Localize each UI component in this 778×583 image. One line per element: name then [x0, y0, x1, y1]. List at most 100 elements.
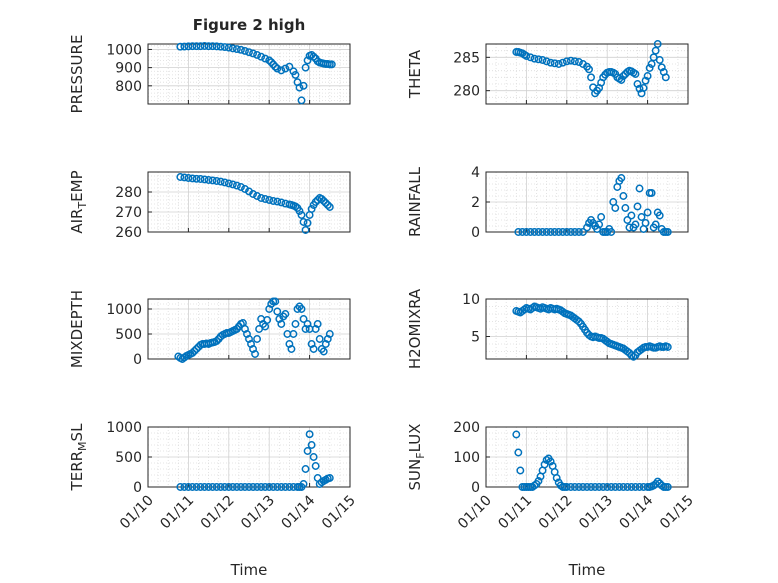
data-point [593, 225, 602, 233]
axes-frame [147, 43, 351, 105]
data-point [267, 58, 276, 67]
data-point [299, 218, 308, 226]
data-point [538, 56, 547, 64]
data-point [574, 317, 583, 326]
data-point [200, 42, 209, 50]
data-point [241, 46, 249, 55]
data-point [200, 483, 209, 491]
y-tick-label: 4 [471, 165, 480, 181]
data-point [526, 53, 535, 62]
x-tick-label: 01/10 [117, 493, 157, 533]
data-point [579, 228, 587, 236]
data-point [295, 207, 304, 215]
data-point [180, 173, 189, 182]
data-point [291, 320, 300, 328]
x-tick-label: 01/15 [657, 493, 697, 533]
data-point [542, 57, 551, 66]
data-point [196, 42, 205, 51]
data-point [273, 483, 282, 491]
data-point [603, 483, 612, 491]
data-point [297, 305, 306, 313]
data-point [534, 55, 543, 64]
y-axis-label: H2OMIXRA [406, 288, 424, 369]
data-point [621, 204, 630, 212]
data-series [176, 430, 334, 491]
data-series [514, 174, 672, 236]
data-point [299, 480, 308, 488]
subplot-rainfall: 0 2 4 RAINFALL [406, 165, 689, 241]
data-point [303, 56, 312, 65]
data-point [566, 483, 575, 491]
data-point [319, 347, 328, 356]
data-point [271, 297, 280, 306]
data-point [570, 483, 579, 491]
data-point [273, 307, 282, 316]
data-point [265, 56, 274, 65]
data-series [512, 430, 672, 491]
data-point [313, 320, 322, 328]
data-point [647, 60, 656, 68]
data-point [617, 76, 626, 84]
data-point [232, 45, 241, 54]
axes-frame [147, 171, 351, 233]
data-point [645, 64, 654, 72]
data-point [574, 483, 583, 491]
data-point [587, 73, 595, 82]
y-tick-label: 280 [115, 185, 142, 201]
data-point [236, 45, 245, 54]
y-tick-label: 500 [115, 450, 142, 466]
x-tick-label: 01/11 [157, 493, 197, 533]
data-series [512, 40, 670, 98]
x-tick-label: 01/12 [198, 493, 238, 533]
data-point [253, 192, 262, 200]
data-point [291, 202, 300, 211]
data-point [236, 483, 245, 491]
data-point [514, 228, 523, 236]
data-point [619, 72, 628, 80]
data-point [562, 228, 571, 236]
y-axis-label: RAINFALL [406, 166, 424, 237]
x-tick-label: 01/10 [455, 493, 495, 533]
data-point [546, 58, 555, 67]
y-axis-label: THETA [406, 49, 424, 99]
data-point [325, 330, 334, 338]
data-point [585, 65, 593, 74]
data-point [180, 483, 189, 491]
y-axis-label: AIRTEMP [68, 170, 89, 233]
data-point [301, 465, 310, 473]
data-point [619, 192, 628, 200]
y-axis-label: SUNFLUX [406, 424, 427, 491]
data-point [639, 84, 648, 92]
y-tick-label: 1000 [106, 420, 142, 436]
data-point [180, 42, 189, 51]
data-point [583, 483, 591, 491]
data-point [236, 183, 245, 191]
data-point [196, 175, 205, 183]
data-point [611, 204, 620, 212]
data-point [257, 52, 266, 61]
data-point [550, 59, 559, 68]
data-point [627, 211, 636, 220]
data-series [176, 42, 336, 105]
subplot-sun-flux: 0 100 200 01/10 01/11 01/12 01/13 01/14 01/15 Tim… [406, 420, 697, 579]
data-point [281, 483, 290, 491]
data-series [174, 297, 334, 363]
data-point [637, 213, 646, 221]
data-point [184, 174, 193, 182]
data-point [315, 335, 324, 343]
data-point [530, 54, 539, 63]
data-point [176, 173, 185, 181]
data-point [253, 50, 262, 59]
data-point [190, 347, 199, 355]
data-point [265, 196, 274, 204]
data-point [534, 228, 543, 236]
data-point [583, 223, 591, 232]
y-axis-label: PRESSURE [68, 35, 86, 114]
data-point [631, 70, 640, 78]
data-point [518, 228, 527, 236]
data-point [277, 198, 286, 207]
data-point [261, 483, 270, 491]
data-point [651, 220, 660, 229]
x-tick-label: 01/13 [238, 493, 278, 533]
